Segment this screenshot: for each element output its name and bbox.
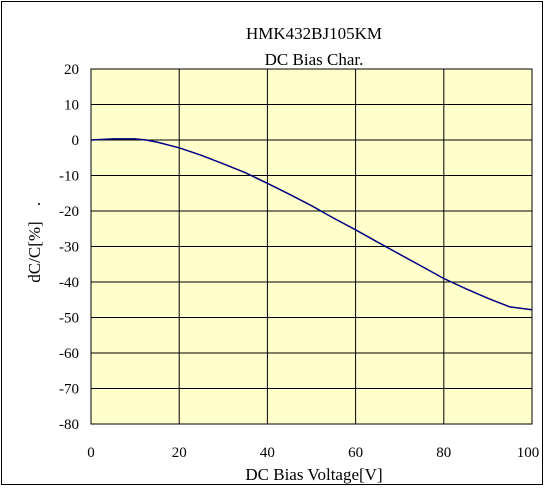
- y-tick-label: -50: [59, 311, 79, 327]
- y-tick-label: -80: [59, 417, 79, 433]
- y-tick-label: -30: [59, 240, 79, 256]
- x-tick-labels: 0 20 40 60 80 100: [87, 445, 539, 461]
- chart-title: HMK432BJ105KM: [246, 24, 382, 43]
- x-tick-label: 20: [172, 445, 187, 461]
- y-tick-label: 20: [64, 62, 79, 78]
- x-tick-label: 40: [260, 445, 275, 461]
- y-tick-label: 0: [72, 133, 80, 149]
- x-tick-label: 60: [348, 445, 363, 461]
- y-tick-label: 10: [64, 98, 79, 114]
- y-tick-label: -10: [59, 169, 79, 185]
- y-tick-label: -70: [59, 382, 79, 398]
- y-axis-label: dC/C[%]: [25, 221, 44, 282]
- plot-border: [90, 68, 533, 425]
- x-tick-label: 100: [517, 445, 540, 461]
- y-tick-label: -40: [59, 275, 79, 291]
- y-axis-label-suffix: .: [25, 202, 44, 206]
- y-tick-label: -60: [59, 346, 79, 362]
- y-tick-labels: 20 10 0 -10 -20 -30 -40 -50 -60 -70 -80: [59, 62, 79, 433]
- x-axis-label: DC Bias Voltage[V]: [245, 465, 382, 484]
- x-tick-label: 0: [87, 445, 95, 461]
- chart-subtitle: DC Bias Char.: [265, 50, 364, 69]
- x-tick-label: 80: [436, 445, 451, 461]
- y-tick-label: -20: [59, 204, 79, 220]
- series-line: [90, 138, 533, 311]
